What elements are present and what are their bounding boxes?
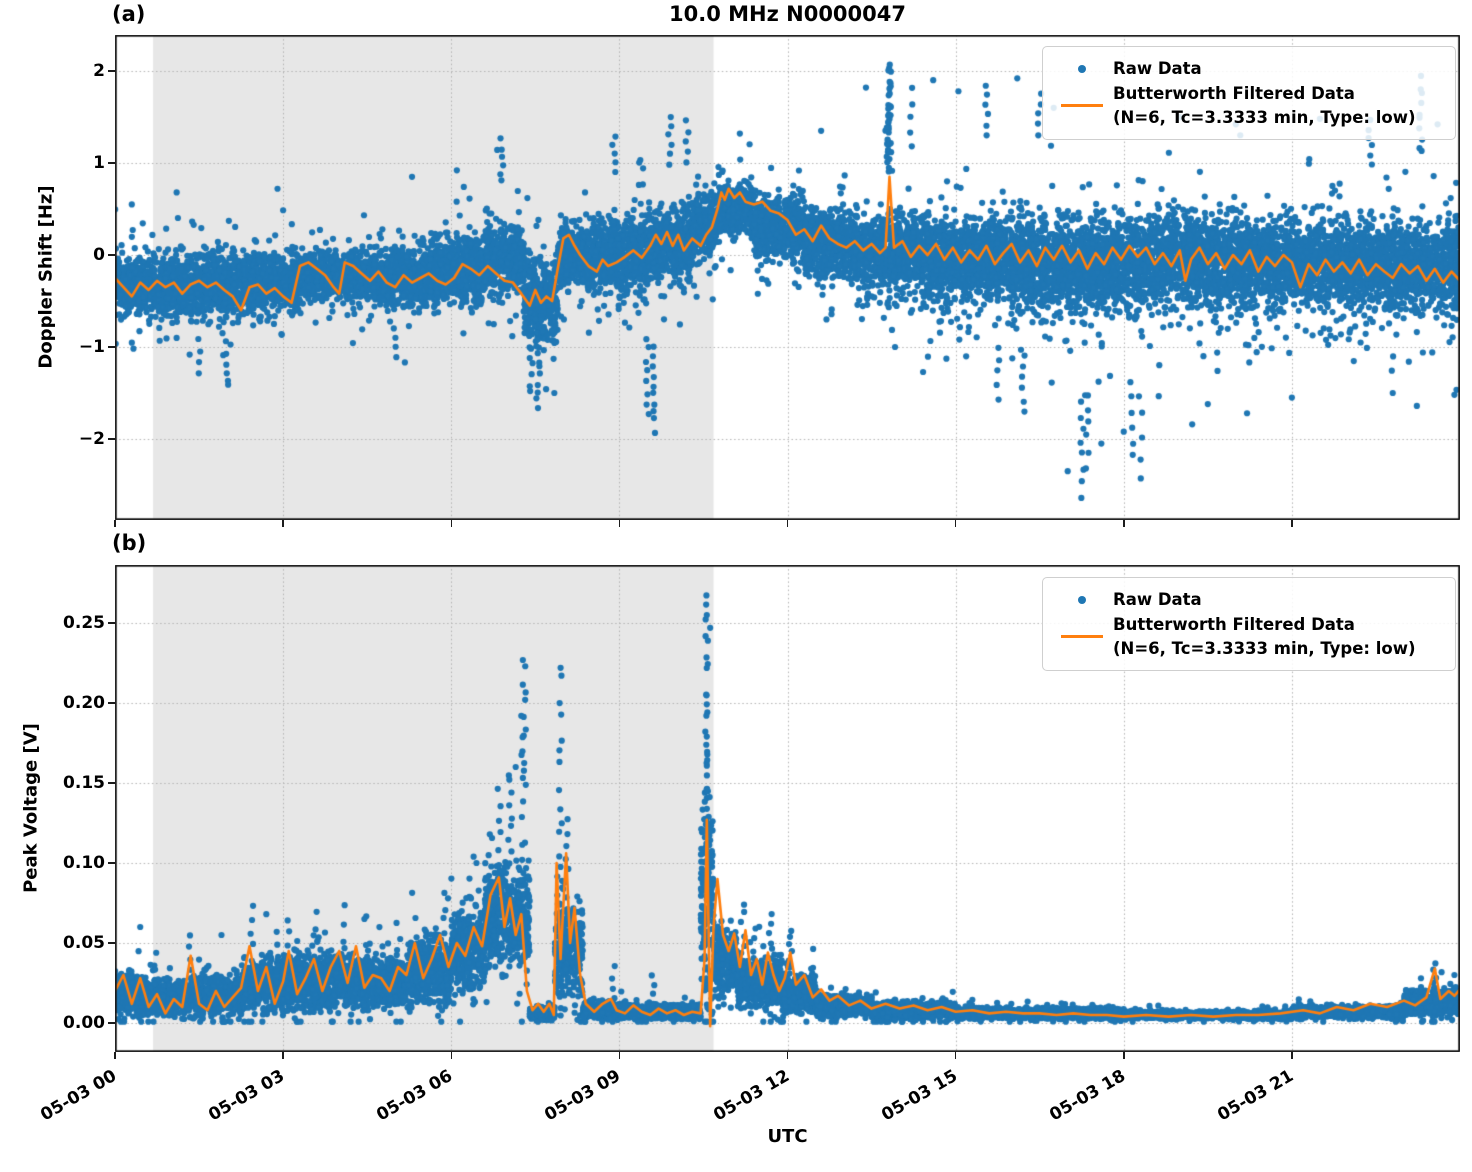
x-tick-mark — [282, 1052, 284, 1059]
panel-a-legend: Raw Data Butterworth Filtered Data (N=6,… — [1042, 46, 1456, 141]
x-tick-label: 05-03 21 — [1214, 1066, 1297, 1126]
y-tick-mark — [108, 702, 115, 704]
y-tick-label: 0.15 — [63, 773, 105, 793]
x-tick-mark — [450, 1052, 452, 1059]
legend-filtered-label-line2: (N=6, Tc=3.3333 min, Type: low) — [1113, 107, 1416, 127]
legend-entry-filtered-data: Butterworth Filtered Data (N=6, Tc=3.333… — [1051, 613, 1445, 660]
y-tick-mark — [108, 162, 115, 164]
legend-filtered-label-line1: Butterworth Filtered Data — [1113, 615, 1355, 635]
legend-entry-raw-data: Raw Data — [1051, 57, 1445, 80]
x-tick-label: 05-03 06 — [373, 1066, 457, 1126]
panel-b-legend: Raw Data Butterworth Filtered Data (N=6,… — [1042, 577, 1456, 672]
y-tick-mark — [108, 346, 115, 348]
y-tick-mark — [108, 622, 115, 624]
legend-raw-label: Raw Data — [1113, 59, 1202, 78]
legend-filtered-label-line2: (N=6, Tc=3.3333 min, Type: low) — [1113, 638, 1416, 658]
x-tick-mark — [954, 520, 957, 527]
x-tick-mark — [450, 520, 452, 527]
x-axis-label: UTC — [767, 1126, 808, 1147]
x-tick-mark — [282, 520, 284, 527]
raw-data-marker-icon — [1078, 595, 1086, 604]
figure-title: 10.0 MHz N0000047 — [669, 2, 906, 26]
y-tick-label: 0.00 — [63, 1013, 105, 1033]
y-tick-label: 0.25 — [63, 613, 105, 633]
panel-b-tag: (b) — [112, 531, 147, 555]
y-tick-mark — [108, 862, 115, 864]
x-tick-label: 05-03 15 — [877, 1066, 961, 1126]
y-tick-mark — [108, 438, 115, 440]
x-tick-label: 05-03 18 — [1046, 1066, 1129, 1126]
x-tick-mark — [1123, 520, 1125, 527]
x-tick-mark — [1291, 520, 1293, 527]
panel-a-tag: (a) — [112, 2, 146, 26]
y-tick-label: 0 — [93, 245, 105, 265]
y-tick-mark — [108, 782, 115, 784]
x-tick-mark — [1123, 1052, 1125, 1059]
x-tick-mark — [114, 520, 116, 527]
legend-filtered-label-line1: Butterworth Filtered Data — [1113, 84, 1355, 104]
filtered-data-marker-icon — [1061, 104, 1103, 108]
y-tick-label: 0.10 — [63, 853, 105, 873]
x-tick-label: 05-03 12 — [709, 1066, 793, 1126]
x-tick-label: 05-03 03 — [205, 1066, 289, 1126]
y-tick-mark — [108, 254, 115, 256]
y-tick-label: 0.20 — [63, 693, 105, 713]
x-tick-mark — [954, 1052, 957, 1059]
x-tick-mark — [618, 1052, 621, 1059]
y-tick-label: −1 — [78, 337, 105, 357]
legend-raw-label: Raw Data — [1113, 590, 1202, 609]
x-tick-label: 05-03 09 — [541, 1066, 625, 1126]
y-tick-mark — [108, 70, 115, 72]
y-tick-mark — [108, 942, 115, 944]
filtered-data-marker-icon — [1061, 635, 1103, 639]
y-tick-label: 2 — [93, 61, 105, 81]
x-tick-mark — [786, 520, 789, 527]
legend-entry-filtered-data: Butterworth Filtered Data (N=6, Tc=3.333… — [1051, 82, 1445, 129]
y-tick-mark — [108, 1022, 115, 1024]
x-tick-mark — [786, 1052, 789, 1059]
x-tick-mark — [114, 1052, 116, 1059]
x-tick-mark — [1291, 1052, 1293, 1059]
x-tick-label: 05-03 00 — [37, 1066, 120, 1126]
y-tick-label: 1 — [93, 153, 105, 173]
raw-data-marker-icon — [1078, 64, 1086, 73]
y-tick-label: 0.05 — [63, 933, 105, 953]
y-tick-label: −2 — [78, 429, 105, 449]
legend-entry-raw-data: Raw Data — [1051, 588, 1445, 611]
x-tick-mark — [618, 520, 621, 527]
